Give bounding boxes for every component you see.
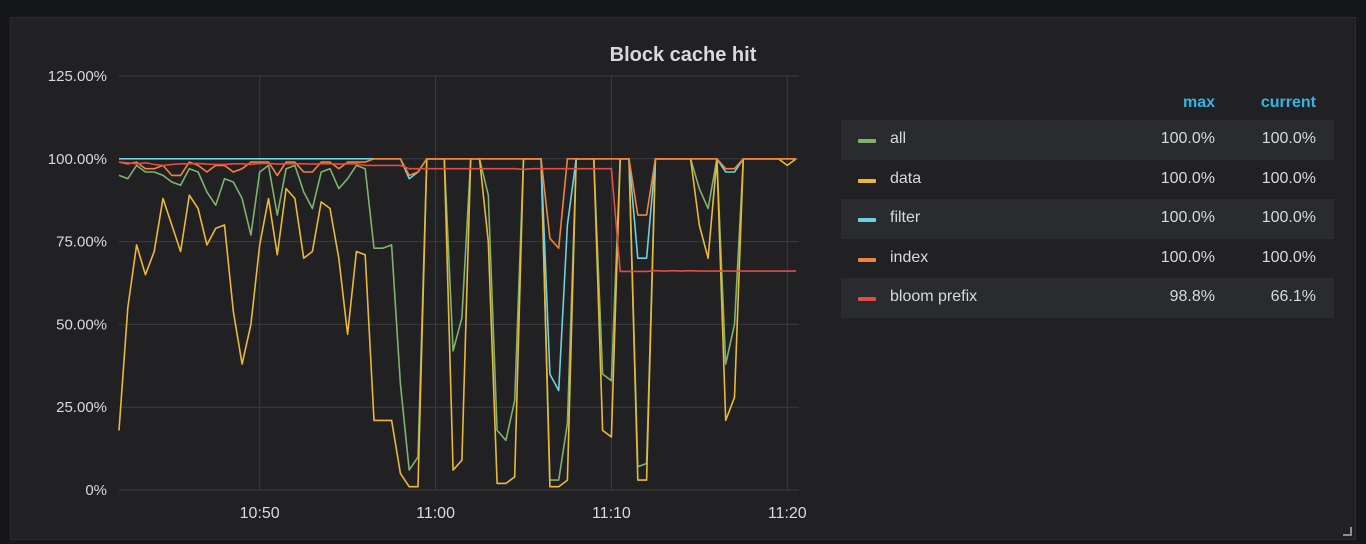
legend-row[interactable]: bloom prefix 98.8% 66.1%	[841, 278, 1334, 318]
legend-series-name[interactable]: data	[890, 169, 922, 187]
legend-series-name[interactable]: index	[890, 248, 929, 266]
legend-row[interactable]: index 100.0% 100.0%	[841, 239, 1334, 279]
legend-color-swatch[interactable]	[858, 218, 876, 222]
legend-row[interactable]: data 100.0% 100.0%	[841, 160, 1334, 200]
x-tick-label: 11:10	[592, 505, 631, 522]
x-axis-ticks: 10:50 11:00 11:10 11:20	[240, 505, 807, 522]
legend-current-value: 100.0%	[1261, 248, 1316, 266]
y-axis-ticks: 0% 25.00% 50.00% 75.00% 100.00% 125.00%	[48, 68, 107, 499]
legend-header-current[interactable]: current	[1260, 94, 1316, 111]
legend-color-swatch[interactable]	[858, 257, 876, 262]
y-tick-label: 25.00%	[56, 399, 107, 416]
y-tick-label: 100.00%	[48, 151, 107, 168]
legend-row[interactable]: all 100.0% 100.0%	[841, 120, 1334, 160]
x-tick-label: 11:20	[768, 505, 807, 522]
legend-header-max[interactable]: max	[1182, 94, 1215, 111]
legend-color-swatch[interactable]	[858, 297, 876, 301]
legend-series-name[interactable]: bloom prefix	[890, 288, 978, 305]
legend-max-value: 98.8%	[1169, 288, 1215, 305]
chart-canvas[interactable]: 0% 25.00% 50.00% 75.00% 100.00% 125.00% 10:50…	[11, 18, 811, 541]
panel-title[interactable]: Block cache hit	[609, 44, 757, 66]
y-tick-label: 50.00%	[56, 316, 107, 333]
legend-color-swatch[interactable]	[858, 139, 876, 143]
series-line-all[interactable]	[118, 158, 797, 481]
legend-max-value: 100.0%	[1160, 209, 1215, 226]
legend-color-swatch[interactable]	[858, 178, 876, 183]
graph-panel: Block cache hit 0% 25.00% 50.00% 75.00% 100.…	[10, 17, 1356, 540]
y-tick-label: 0%	[85, 482, 107, 499]
legend-max-value: 100.0%	[1160, 130, 1215, 147]
series-line-data[interactable]	[118, 158, 797, 488]
legend-series-name[interactable]: all	[890, 130, 907, 147]
legend-max-value: 100.0%	[1160, 169, 1215, 187]
resize-handle[interactable]	[1343, 527, 1352, 536]
legend-max-value: 100.0%	[1160, 248, 1215, 266]
y-tick-label: 75.00%	[56, 234, 107, 251]
legend-rows: all 100.0% 100.0% data 100.0% 100.0% filter 100…	[841, 120, 1334, 318]
legend-current-value: 100.0%	[1261, 169, 1316, 187]
grid-lines	[119, 75, 799, 491]
legend-series-name[interactable]: filter	[890, 209, 921, 226]
y-tick-label: 125.00%	[48, 68, 107, 85]
series-line-index[interactable]	[118, 158, 797, 249]
legend-current-value: 100.0%	[1261, 130, 1316, 147]
x-tick-label: 11:00	[416, 505, 455, 522]
legend-current-value: 66.1%	[1270, 288, 1316, 305]
legend-table: max current all 100.0% 100.0% data 100.0% 100…	[841, 90, 1334, 318]
series-line-bloom-prefix[interactable]	[118, 161, 797, 273]
series-lines	[118, 158, 797, 488]
legend-current-value: 100.0%	[1261, 209, 1316, 226]
legend-header: max current	[841, 90, 1334, 120]
x-tick-label: 10:50	[240, 505, 280, 522]
legend-row[interactable]: filter 100.0% 100.0%	[841, 199, 1334, 239]
